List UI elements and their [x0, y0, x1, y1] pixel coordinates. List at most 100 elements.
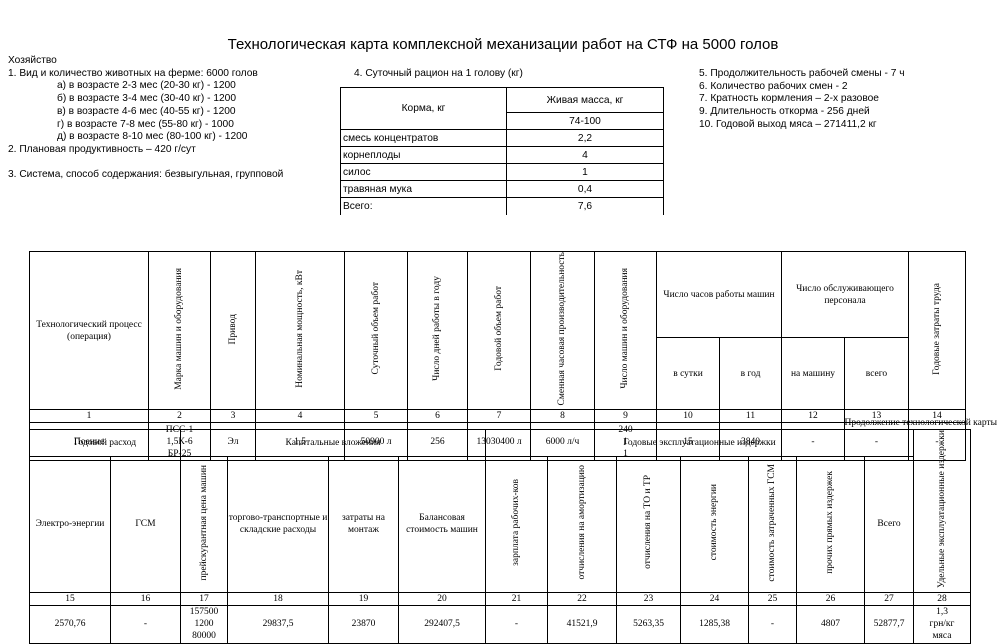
feed-name: корнеплоды [340, 146, 507, 164]
machines-count-header: Число машин и оборудования [594, 250, 657, 411]
column-number: 9 [594, 409, 657, 424]
machine-header: Марка машин и оборудования [148, 250, 211, 411]
install-cell: 23870 [328, 604, 399, 644]
hours-group-header: Число часов работы машин [656, 250, 782, 339]
ration-row: травяная мука 0,4 [340, 180, 664, 198]
column-number: 27 [864, 591, 914, 606]
continuation-note: Продолжение технологической карты [844, 418, 997, 428]
install-header: затраты на монтаж [328, 455, 399, 593]
feed-value: 2,2 [506, 129, 664, 147]
maintenance-header: отчисления на ТО и ТР [616, 455, 681, 593]
electricity-header: Электро-энергии [29, 455, 111, 593]
fuel-cell: - [110, 604, 181, 644]
electricity-cell: 2570,76 [29, 604, 111, 644]
column-number: 28 [913, 591, 971, 606]
column-number: 20 [398, 591, 486, 606]
ration-row: смесь концентратов 2,2 [340, 129, 664, 147]
column-number: 19 [328, 591, 399, 606]
parameters-list: 5. Продолжительность рабочей смены - 7 ч… [699, 68, 905, 132]
process-header: Технологический процесс (операция) [29, 250, 149, 411]
age-group-d: г) в возрасте 7-8 мес (55-80 кг) - 1000 [57, 118, 234, 130]
farm-heading: Хозяйство [8, 55, 57, 66]
energy-cost-cell: 1285,38 [680, 604, 749, 644]
depreciation-header: отчисления на амортизацию [547, 455, 617, 593]
capital-header: Капитальные вложения [180, 429, 486, 457]
feed-value: 4 [506, 146, 664, 164]
specific-costs-header: Удельные эксплуатационные издержки [913, 429, 971, 593]
column-number: 11 [719, 409, 782, 424]
column-number: 18 [227, 591, 329, 606]
labor-header: Годовые затраты труда [908, 250, 966, 411]
column-number: 6 [407, 409, 468, 424]
column-number: 12 [781, 409, 845, 424]
days-header: Число дней работы в году [407, 250, 468, 411]
column-number: 24 [680, 591, 749, 606]
per-machine-header: на машину [781, 337, 845, 411]
shift-performance-header: Сменная часовая производительность [530, 250, 595, 411]
column-number: 26 [796, 591, 865, 606]
age-group-e: д) в возрасте 8-10 мес (80-100 кг) - 120… [57, 131, 248, 143]
column-numbers-row: 1 2 3 4 5 6 7 8 9 10 11 12 13 14 [29, 409, 966, 424]
column-number: 5 [344, 409, 408, 424]
salary-header: зарплата рабочих-ков [485, 455, 548, 593]
power-header: Номинальная мощность, кВт [255, 250, 345, 411]
feed-header: Корма, кг [340, 87, 507, 130]
daily-volume-header: Суточный объем работ [344, 250, 408, 411]
per-year-header: в год [719, 337, 782, 411]
feed-value: 7,6 [506, 197, 664, 215]
staff-group-header: Число обслуживающего персонала [781, 250, 909, 339]
trade-header: торгово-транспортные и складские расходы [227, 455, 329, 593]
operating-costs-header: Годовые эксплуатационные издержки [485, 429, 914, 457]
param-fattening-duration: 9. Длительность откорма - 256 дней [699, 106, 870, 118]
trade-cell: 29837,5 [227, 604, 329, 644]
column-number: 17 [180, 591, 228, 606]
annual-volume-header: Годовой объем работ [467, 250, 531, 411]
column-number: 7 [467, 409, 531, 424]
param-shift-count: 6. Количество рабочих смен - 2 [699, 80, 848, 92]
energy-cost-header: стоимость энергии [680, 455, 749, 593]
column-number: 16 [110, 591, 181, 606]
price-header: прейскурантная цена машин [180, 455, 228, 593]
param-shift-duration: 5. Продолжительность рабочей смены - 7 ч [699, 68, 905, 79]
feed-name: смесь концентратов [340, 129, 507, 147]
annual-consumption-header: Годовой расход [29, 429, 181, 457]
feed-name: травяная мука [340, 180, 507, 198]
salary-cell: - [485, 604, 548, 644]
productivity-line: 2. Плановая продуктивность – 420 г/сут [8, 143, 196, 155]
column-number: 25 [748, 591, 797, 606]
weight-header: Живая масса, кг [506, 87, 664, 113]
drive-header: Привод [210, 250, 256, 411]
other-costs-cell: 4807 [796, 604, 865, 644]
weight-range: 74-100 [506, 112, 664, 130]
ration-row: корнеплоды 4 [340, 146, 664, 164]
livestock-line: 1. Вид и количество животных на ферме: 6… [8, 67, 258, 79]
ration-title: 4. Суточный рацион на 1 голову (кг) [354, 68, 523, 79]
param-feeding-frequency: 7. Кратность кормления – 2-х разовое [699, 93, 879, 105]
balance-header: Балансовая стоимость машин [398, 455, 486, 593]
fuel-cost-header: стоимость затраченных ГСМ [748, 455, 797, 593]
farm-info: Хозяйство 1. Вид и количество животных н… [8, 55, 283, 181]
fuel-header: ГСМ [110, 455, 181, 593]
ration-row: силос 1 [340, 163, 664, 181]
other-costs-header: прочих прямых издержек [796, 455, 865, 593]
column-number: 22 [547, 591, 617, 606]
system-line: 3. Система, способ содержания: безвыгуль… [8, 168, 284, 180]
ration-table: Корма, кг Живая масса, кг 74-100 смесь к… [340, 87, 664, 215]
depreciation-cell: 41521,9 [547, 604, 617, 644]
maintenance-cell: 5263,35 [616, 604, 681, 644]
page-title: Технологическая карта комплексной механи… [227, 36, 779, 53]
feed-value: 0,4 [506, 180, 664, 198]
total-header: Всего [864, 455, 914, 593]
fuel-cost-cell: - [748, 604, 797, 644]
column-number: 15 [29, 591, 111, 606]
specific-costs-cell: 1,3 грн/кг мяса [913, 604, 971, 644]
total-cell: 52877,7 [864, 604, 914, 644]
column-number: 1 [29, 409, 149, 424]
column-number: 8 [530, 409, 595, 424]
age-group-b: б) в возрасте 3-4 мес (30-40 кг) - 1200 [57, 93, 237, 105]
column-number: 2 [148, 409, 211, 424]
per-day-header: в сутки [656, 337, 720, 411]
column-number: 10 [656, 409, 720, 424]
ration-total-row: Всего: 7,6 [340, 197, 664, 215]
age-group-a: а) в возрасте 2-3 мес (20-30 кг) - 1200 [57, 80, 236, 92]
